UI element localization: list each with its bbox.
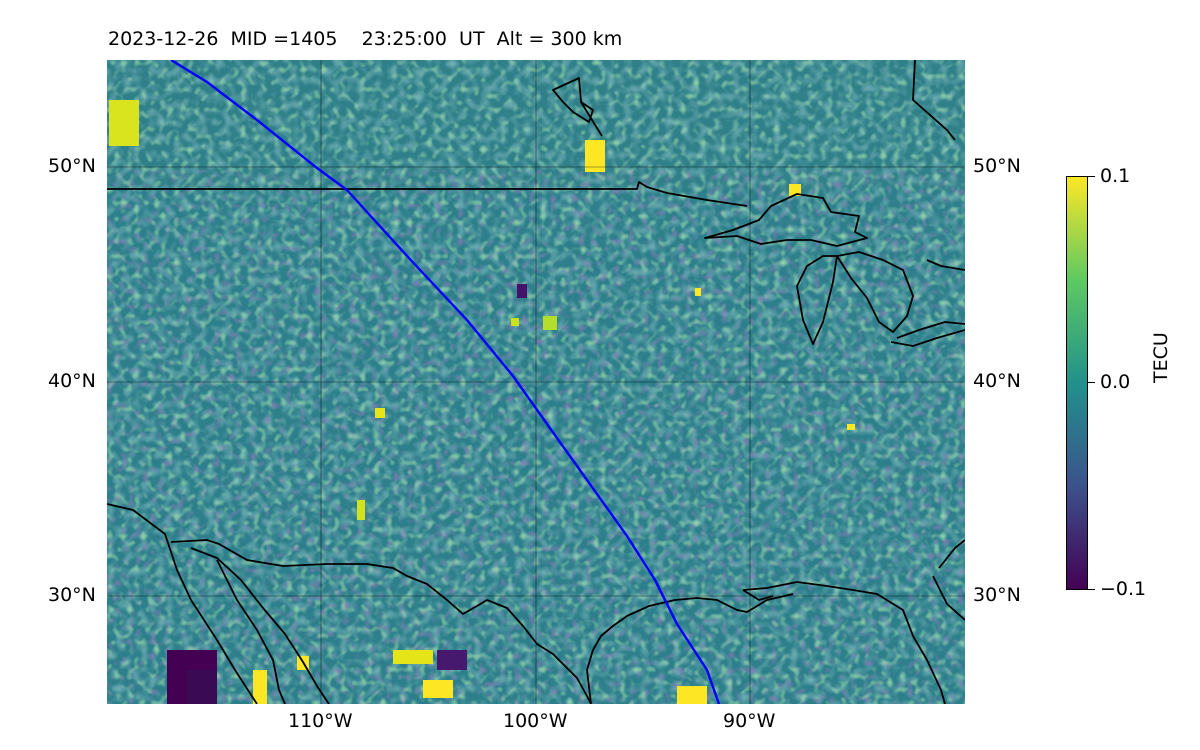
colorbar-label-min: −0.1 <box>1100 578 1147 600</box>
lon-tick-100w: 100°W <box>503 710 568 732</box>
figure-title: 2023-12-26 MID =1405 23:25:00 UT Alt = 3… <box>108 28 622 50</box>
title-mid: MID =1405 <box>230 28 338 50</box>
satellite-track <box>170 60 721 704</box>
anomaly-patches <box>109 100 855 704</box>
gridlines <box>107 60 965 704</box>
title-date: 2023-12-26 <box>108 28 219 50</box>
title-time: 23:25:00 UT <box>361 28 485 50</box>
colorbar-tick-top <box>1088 176 1095 177</box>
colorbar-tick-mid <box>1088 382 1095 383</box>
colorbar-label-zero: 0.0 <box>1100 371 1131 393</box>
lat-tick-left-40: 40°N <box>48 370 96 392</box>
lat-tick-left-30: 30°N <box>48 584 96 606</box>
lon-tick-110w: 110°W <box>288 710 353 732</box>
colorbar-label-max: 0.1 <box>1100 165 1131 187</box>
colorbar-tick-bottom <box>1088 589 1095 590</box>
lon-tick-90w: 90°W <box>723 710 776 732</box>
colorbar-title: TECU <box>1150 332 1172 383</box>
tec-map <box>107 60 965 704</box>
lat-tick-right-30: 30°N <box>973 584 1021 606</box>
colorbar <box>1066 176 1088 590</box>
lat-tick-right-40: 40°N <box>973 370 1021 392</box>
title-alt: Alt = 300 km <box>496 28 623 50</box>
lat-tick-right-50: 50°N <box>973 155 1021 177</box>
coastlines <box>107 60 965 704</box>
lat-tick-left-50: 50°N <box>48 155 96 177</box>
